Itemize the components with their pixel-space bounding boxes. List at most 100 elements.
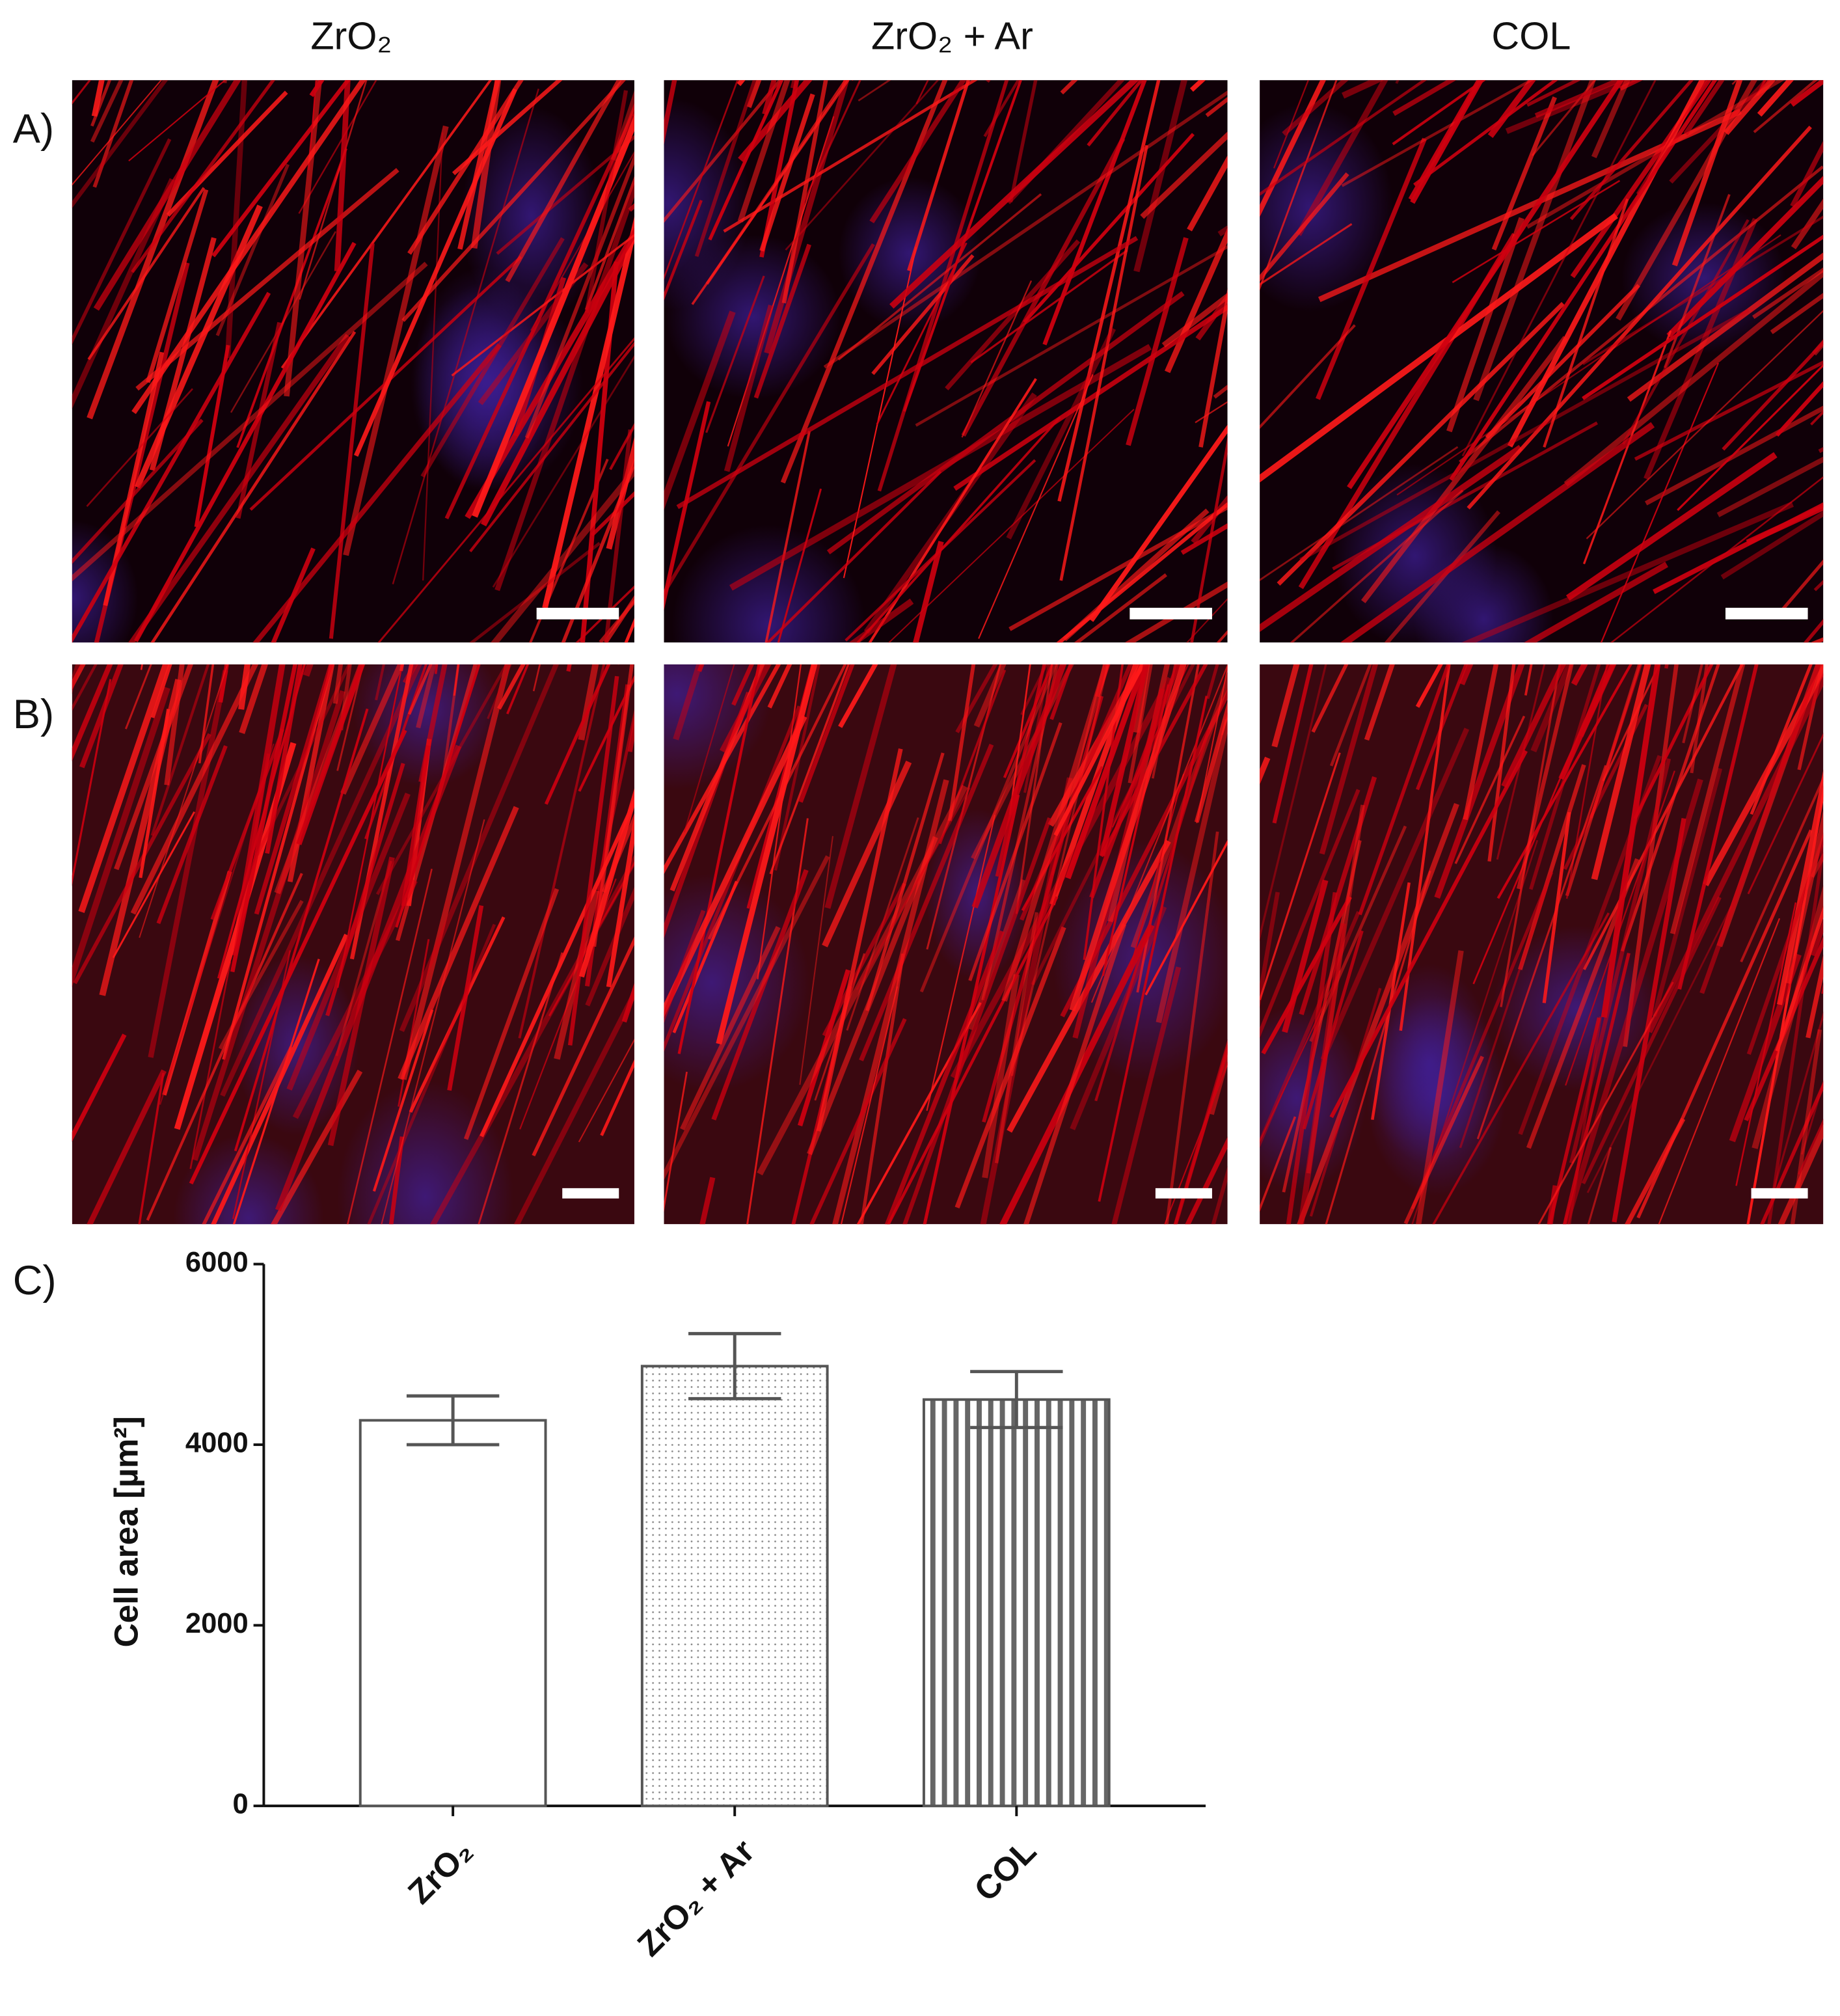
actin-fiber	[871, 254, 975, 375]
actin-fiber	[889, 80, 1139, 309]
actin-fiber	[664, 199, 703, 301]
nucleus	[1052, 841, 1228, 1082]
actin-fiber	[230, 664, 297, 973]
actin-fiber	[1699, 664, 1822, 994]
actin-fiber	[664, 705, 801, 1052]
actin-fiber	[1569, 758, 1671, 1164]
actin-fiber	[724, 305, 774, 472]
actin-fiber	[1164, 1062, 1228, 1225]
actin-fiber	[982, 974, 1020, 1178]
actin-fiber	[542, 216, 634, 609]
actin-fiber	[1360, 336, 1568, 603]
error-bar	[688, 1331, 781, 1400]
actin-fiber	[1130, 774, 1185, 965]
actin-fiber	[1683, 80, 1725, 135]
actin-fiber	[1722, 340, 1824, 451]
actin-fiber	[1586, 310, 1824, 539]
micrograph	[72, 664, 634, 1225]
actin-fiber	[254, 664, 334, 915]
actin-fiber	[146, 189, 209, 383]
actin-fiber	[1261, 895, 1353, 1055]
actin-fiber	[72, 687, 170, 987]
actin-fiber	[664, 80, 738, 280]
actin-fiber	[1746, 504, 1824, 545]
actin-fiber	[837, 193, 1042, 361]
error-bar	[970, 1370, 1063, 1430]
actin-fiber	[148, 670, 228, 1058]
actin-fiber	[1094, 729, 1211, 1102]
actin-fiber	[848, 598, 914, 643]
actin-fiber	[146, 873, 303, 1221]
actin-fiber	[606, 437, 634, 550]
actin-fiber	[1309, 825, 1407, 1042]
panel-label: C)	[13, 1258, 57, 1303]
actin-fiber	[470, 80, 502, 249]
actin-fiber	[664, 1071, 688, 1212]
actin-fiber	[1111, 966, 1182, 1225]
nucleus	[1366, 996, 1506, 1196]
actin-fiber	[1185, 1137, 1228, 1225]
actin-fiber	[785, 80, 940, 251]
actin-fiber	[592, 664, 634, 947]
actin-fiber	[1565, 452, 1778, 601]
actin-fiber	[1740, 776, 1824, 962]
actin-fiber	[211, 80, 351, 258]
actin-fiber	[1340, 422, 1655, 643]
actin-fiber	[673, 664, 703, 741]
actin-fiber	[1128, 664, 1153, 783]
actin-fiber	[1669, 80, 1770, 184]
actin-fiber	[664, 310, 736, 510]
actin-fiber	[1070, 905, 1167, 1130]
micrograph	[664, 80, 1228, 643]
actin-fiber	[211, 933, 349, 1225]
actin-fiber	[1775, 906, 1824, 1052]
actin-fiber	[677, 664, 761, 1054]
actin-fiber	[1463, 664, 1499, 821]
actin-fiber	[72, 664, 98, 711]
actin-fiber	[1582, 330, 1672, 565]
actin-fiber	[409, 916, 506, 1113]
actin-fiber	[1835, 277, 1840, 681]
actin-fiber	[1411, 871, 1554, 1210]
actin-fiber	[1260, 444, 1523, 633]
actin-fiber	[1587, 1147, 1612, 1225]
actin-fiber	[298, 80, 377, 214]
actin-fiber	[1778, 1123, 1824, 1225]
actin-fiber	[699, 1177, 716, 1225]
actin-fiber	[210, 728, 284, 920]
actin-fiber	[491, 466, 634, 643]
y-tick-label: 0	[232, 1789, 248, 1820]
actin-fiber	[705, 80, 848, 285]
actin-fiber	[723, 80, 978, 233]
actin-fiber	[505, 80, 622, 282]
micrograph	[72, 80, 634, 643]
actin-fiber	[135, 168, 399, 391]
actin-fiber	[780, 80, 948, 484]
actin-fiber	[1776, 559, 1824, 618]
actin-fiber	[1273, 80, 1310, 169]
actin-fiber	[480, 230, 634, 526]
actin-fiber	[451, 234, 634, 377]
y-axis-label: Cell area [µm²]	[107, 1416, 144, 1647]
actin-fiber	[377, 337, 634, 643]
actin-fiber	[1491, 96, 1557, 251]
actin-fiber	[1056, 502, 1228, 643]
actin-fiber	[472, 115, 634, 518]
actin-fiber	[124, 664, 152, 729]
actin-fiber	[1100, 664, 1150, 856]
actin-fiber	[544, 664, 611, 805]
actin-fiber	[442, 664, 460, 778]
actin-fiber	[1543, 198, 1629, 448]
actin-fiber	[1311, 664, 1349, 733]
actin-fiber	[1260, 213, 1618, 483]
actin-fiber	[1290, 489, 1464, 643]
actin-fiber	[131, 80, 276, 273]
actin-fiber	[1716, 456, 1824, 517]
actin-fiber	[133, 241, 357, 642]
actin-fiber	[1677, 364, 1824, 511]
actin-fiber	[578, 788, 634, 978]
actin-fiber	[375, 664, 509, 895]
actin-fiber	[1760, 1081, 1824, 1225]
actin-fiber	[1001, 664, 1110, 1002]
